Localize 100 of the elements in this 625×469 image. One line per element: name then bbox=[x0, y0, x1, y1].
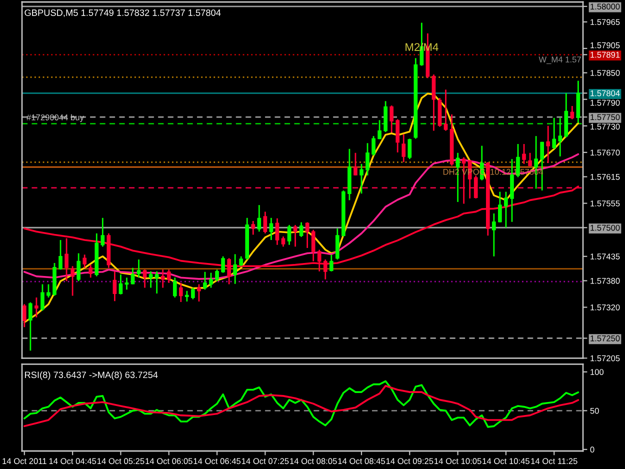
candlestick bbox=[239, 256, 244, 267]
candlestick bbox=[558, 117, 562, 158]
candlestick bbox=[166, 268, 171, 284]
candlestick bbox=[46, 284, 50, 298]
x-tick-label: 14 Oct 10:45 bbox=[482, 458, 530, 464]
candlestick bbox=[58, 239, 62, 270]
candlestick bbox=[408, 138, 412, 160]
candlestick bbox=[528, 152, 532, 167]
candlestick bbox=[384, 100, 388, 133]
candlestick bbox=[34, 296, 38, 318]
candlestick bbox=[148, 270, 153, 288]
y-tick-label: 1.57750 bbox=[590, 114, 620, 120]
y-tick-label: 1.57965 bbox=[590, 19, 620, 26]
ref-line-label: W_M4 1.57 bbox=[538, 56, 581, 64]
line-series bbox=[24, 92, 580, 324]
candlestick bbox=[191, 287, 195, 300]
candlestick bbox=[522, 143, 526, 165]
y-tick-label: 1.57730 bbox=[590, 124, 620, 130]
candlestick bbox=[552, 117, 556, 150]
candlestick bbox=[197, 284, 201, 302]
candlestick bbox=[233, 253, 238, 285]
candlestick bbox=[118, 274, 123, 296]
candlestick bbox=[396, 118, 400, 154]
x-tick-label: 14 Oct 08:05 bbox=[290, 458, 337, 464]
candlestick bbox=[257, 204, 262, 232]
candlestick bbox=[354, 152, 358, 176]
candlestick bbox=[22, 303, 26, 328]
x-tick-label: 14 Oct 07:25 bbox=[242, 458, 289, 464]
candlestick bbox=[263, 211, 268, 234]
y-tick-label: 1.57320 bbox=[590, 304, 620, 310]
y-tick-label: 50 bbox=[590, 408, 599, 414]
candlestick bbox=[372, 135, 376, 156]
candlestick bbox=[154, 270, 159, 294]
candlestick bbox=[281, 236, 286, 248]
candlestick bbox=[546, 125, 550, 164]
candlestick bbox=[492, 212, 496, 258]
candlestick bbox=[335, 228, 340, 260]
y-tick-label: 1.57850 bbox=[590, 70, 620, 76]
x-tick-label: 14 Oct 06:05 bbox=[146, 458, 192, 464]
candlestick bbox=[378, 119, 382, 140]
candlestick bbox=[251, 220, 256, 236]
y-tick-label: 1.57435 bbox=[590, 254, 620, 260]
candlestick bbox=[275, 218, 280, 246]
candlestick bbox=[293, 224, 298, 248]
candlestick bbox=[124, 276, 129, 290]
y-tick-label: 1.57804 bbox=[590, 90, 620, 96]
candlestick bbox=[221, 256, 225, 274]
y-tick-label: 1.57905 bbox=[590, 42, 620, 48]
candlestick bbox=[70, 265, 74, 296]
x-tick-label: 14 Oct 08:45 bbox=[338, 458, 385, 464]
x-tick-label: 14 Oct 05:25 bbox=[97, 458, 144, 464]
line-series bbox=[24, 153, 580, 280]
candlestick bbox=[203, 271, 207, 290]
y-tick-label: 0 bbox=[590, 446, 594, 453]
candlestick bbox=[498, 191, 502, 224]
candlestick bbox=[390, 104, 394, 134]
y-tick-label: 1.58000 bbox=[590, 4, 620, 10]
text: RSI(8) 73.6437 ->MA(8) 63.7254 bbox=[24, 371, 158, 380]
y-tick-label: 1.57615 bbox=[590, 174, 620, 180]
x-tick-label: 14 Oct 06:45 bbox=[194, 458, 241, 464]
candlestick bbox=[510, 158, 514, 223]
y-tick-label: 1.57891 bbox=[590, 52, 620, 58]
y-tick-label: 1.57670 bbox=[590, 150, 620, 156]
candlestick bbox=[402, 134, 406, 163]
candlestick bbox=[329, 254, 334, 272]
candlestick bbox=[28, 302, 32, 352]
y-tick-label: 100 bbox=[590, 369, 604, 375]
candlestick bbox=[299, 222, 304, 238]
candlestick bbox=[570, 105, 574, 120]
candlestick bbox=[185, 290, 189, 302]
candlestick bbox=[142, 268, 147, 288]
candlestick bbox=[160, 268, 165, 288]
x-tick-label: 14 Oct 2011 bbox=[2, 458, 46, 464]
y-tick-label: 1.57380 bbox=[590, 278, 620, 284]
text: GBPUSD,M5 1.57749 1.57832 1.57737 1.57804 bbox=[24, 9, 221, 18]
candlestick bbox=[360, 163, 364, 194]
candlestick bbox=[136, 258, 141, 278]
candlestick bbox=[305, 222, 310, 249]
candlestick bbox=[112, 270, 117, 302]
candlestick bbox=[366, 142, 370, 176]
candlestick bbox=[82, 254, 87, 269]
candlestick bbox=[172, 276, 177, 298]
candlestick bbox=[474, 174, 478, 200]
candlestick bbox=[311, 229, 316, 262]
x-tick-label: 14 Oct 11:25 bbox=[531, 458, 578, 464]
candlestick bbox=[209, 272, 213, 288]
candlestick bbox=[432, 74, 436, 132]
candlestick bbox=[444, 88, 448, 132]
candlestick bbox=[130, 267, 135, 285]
candlestick bbox=[40, 284, 44, 312]
candlestick bbox=[269, 217, 274, 241]
candlestick bbox=[215, 268, 219, 282]
candlestick bbox=[76, 252, 81, 282]
y-tick-label: 1.57500 bbox=[590, 224, 620, 231]
candlestick bbox=[287, 224, 292, 246]
candlestick bbox=[504, 191, 508, 228]
x-tick-label: 14 Oct 09:25 bbox=[386, 458, 434, 464]
y-tick-label: 1.57250 bbox=[590, 335, 620, 342]
y-tick-label: 1.57555 bbox=[590, 200, 620, 206]
x-tick-label: 14 Oct 10:05 bbox=[434, 458, 482, 464]
